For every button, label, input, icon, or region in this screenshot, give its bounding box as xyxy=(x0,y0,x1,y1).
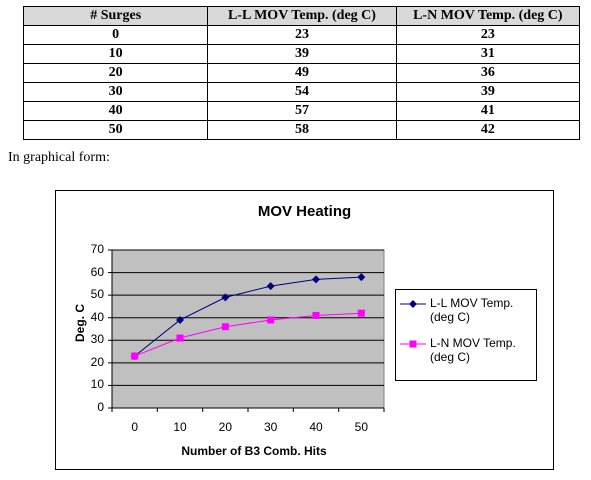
data-point xyxy=(221,323,229,331)
chart-canvas xyxy=(108,249,385,412)
cell-ll: 49 xyxy=(207,63,397,83)
header-ln-temp: L-N MOV Temp. (deg C) xyxy=(395,6,581,26)
cell-ll: 58 xyxy=(207,120,397,140)
data-point xyxy=(176,334,184,342)
data-point xyxy=(176,315,184,324)
table-row: 10 39 31 xyxy=(22,44,581,64)
data-point xyxy=(267,316,275,324)
cell-ln: 41 xyxy=(395,101,581,121)
data-point xyxy=(221,293,230,302)
data-point xyxy=(131,352,139,360)
data-point xyxy=(357,309,365,317)
cell-ln: 23 xyxy=(395,25,581,45)
surge-table: # Surges L-L MOV Temp. (deg C) L-N MOV T… xyxy=(22,6,581,140)
y-tick-label: 50 xyxy=(90,287,104,302)
x-tick-label: 0 xyxy=(131,420,138,434)
chart-legend: L-L MOV Temp. (deg C) L-N MOV Temp. (deg … xyxy=(395,289,537,381)
header-ll-temp: L-L MOV Temp. (deg C) xyxy=(207,6,397,26)
table-row: 0 23 23 xyxy=(22,25,581,45)
caption-text: In graphical form: xyxy=(8,150,110,165)
cell-surges: 30 xyxy=(22,82,209,102)
cell-surges: 10 xyxy=(22,44,209,64)
table-row: 40 57 41 xyxy=(22,101,581,121)
series-line xyxy=(134,312,362,357)
series-line xyxy=(134,276,362,357)
legend-swatch xyxy=(400,340,426,348)
x-axis-label: Number of B3 Comb. Hits xyxy=(181,444,327,458)
cell-ll: 39 xyxy=(207,44,397,64)
chart-frame: MOV Heating Deg. C Number of B3 Comb. Hi… xyxy=(55,190,554,470)
table-row: 30 54 39 xyxy=(22,82,581,102)
table-row: 20 49 36 xyxy=(22,63,581,83)
cell-ln: 39 xyxy=(395,82,581,102)
y-tick-label: 60 xyxy=(90,264,104,279)
legend-label: L-L MOV Temp. (deg C) xyxy=(430,296,514,324)
cell-ln: 31 xyxy=(395,44,581,64)
data-point xyxy=(312,311,320,319)
cell-surges: 50 xyxy=(22,120,209,140)
cell-surges: 40 xyxy=(22,101,209,121)
y-tick-label: 40 xyxy=(90,309,104,324)
cell-ln: 36 xyxy=(395,63,581,83)
table-header-row: # Surges L-L MOV Temp. (deg C) L-N MOV T… xyxy=(22,6,581,26)
y-tick-label: 20 xyxy=(90,354,104,369)
cell-ll: 57 xyxy=(207,101,397,121)
legend-swatch xyxy=(400,300,426,308)
table-row: 50 58 42 xyxy=(22,120,581,140)
data-point xyxy=(357,273,366,282)
x-tick-label: 50 xyxy=(354,420,368,434)
x-tick-label: 10 xyxy=(173,420,187,434)
cell-ln: 42 xyxy=(395,120,581,140)
y-tick-label: 70 xyxy=(90,242,104,256)
header-surges: # Surges xyxy=(22,6,209,26)
plot-area xyxy=(111,249,385,409)
cell-ll: 23 xyxy=(207,25,397,45)
cell-surges: 0 xyxy=(22,25,209,45)
x-tick-label: 20 xyxy=(218,420,232,434)
chart-title: MOV Heating xyxy=(257,203,352,220)
legend-label: L-N MOV Temp. (deg C) xyxy=(430,336,516,364)
y-tick-label: 10 xyxy=(90,377,104,392)
y-tick-label: 0 xyxy=(97,400,104,414)
y-tick-label: 30 xyxy=(90,332,104,347)
x-tick-label: 30 xyxy=(263,420,278,434)
x-tick-label: 40 xyxy=(309,420,323,434)
cell-surges: 20 xyxy=(22,63,209,83)
data-point xyxy=(312,275,320,284)
cell-ll: 54 xyxy=(207,82,397,102)
data-point xyxy=(266,282,275,291)
